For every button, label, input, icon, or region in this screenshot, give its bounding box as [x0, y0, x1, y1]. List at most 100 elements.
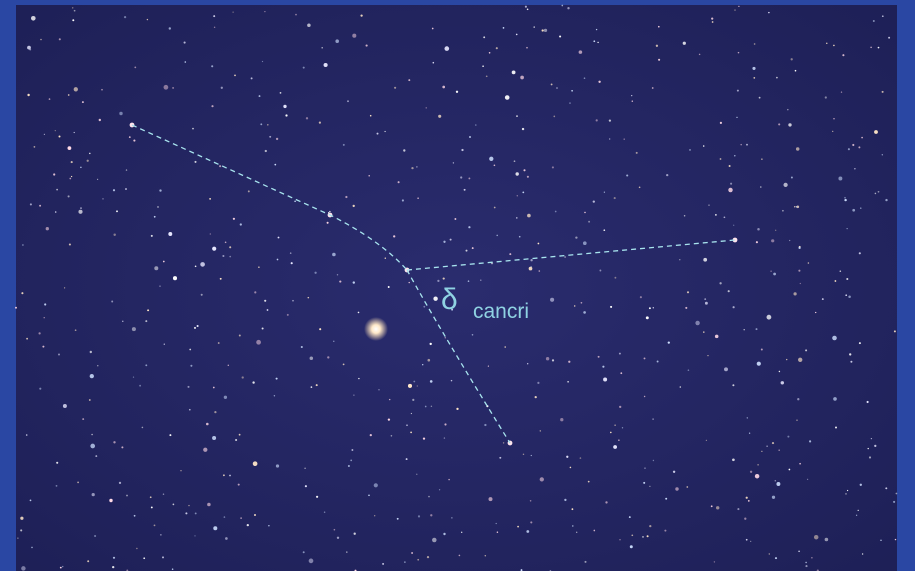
star	[644, 467, 645, 468]
star	[316, 384, 318, 386]
star	[757, 362, 761, 366]
star	[347, 100, 349, 102]
star	[523, 454, 524, 455]
star	[451, 517, 452, 518]
star	[712, 21, 714, 23]
star	[666, 174, 668, 176]
star	[575, 236, 577, 238]
star	[417, 385, 418, 386]
star	[267, 124, 269, 126]
star	[746, 497, 748, 499]
star	[504, 346, 506, 348]
star	[793, 292, 796, 295]
star	[214, 27, 215, 28]
star	[27, 46, 31, 50]
star	[239, 335, 241, 337]
star	[388, 418, 390, 420]
star	[768, 12, 769, 13]
star	[533, 26, 534, 27]
star	[620, 372, 622, 374]
star	[658, 26, 660, 28]
star	[746, 539, 748, 541]
star	[239, 434, 241, 436]
star	[862, 553, 863, 554]
star	[576, 532, 577, 533]
star	[537, 382, 539, 384]
star	[119, 482, 121, 484]
star	[92, 493, 95, 496]
star	[832, 336, 837, 341]
star	[579, 50, 583, 54]
star	[787, 109, 789, 111]
star	[333, 341, 334, 342]
star	[746, 144, 748, 146]
star	[724, 367, 728, 371]
star	[221, 87, 223, 89]
star	[207, 503, 211, 507]
star	[844, 199, 846, 201]
star	[277, 259, 279, 261]
star	[525, 6, 527, 8]
star	[220, 278, 222, 280]
star	[154, 216, 156, 218]
star	[384, 131, 385, 132]
star	[775, 230, 776, 231]
star	[649, 486, 650, 487]
star	[509, 253, 511, 255]
star	[294, 201, 296, 203]
star	[303, 551, 305, 553]
star	[756, 241, 758, 243]
star	[874, 445, 876, 447]
star	[733, 225, 734, 226]
star	[788, 123, 791, 126]
star	[531, 266, 532, 267]
star	[805, 565, 807, 567]
star	[197, 325, 199, 327]
star	[882, 91, 884, 93]
star	[397, 518, 399, 520]
star	[747, 417, 748, 418]
star	[44, 303, 46, 305]
star	[72, 19, 74, 21]
star	[324, 63, 328, 67]
star	[327, 222, 329, 224]
star	[619, 539, 620, 540]
star	[484, 424, 486, 426]
star	[610, 306, 612, 308]
star	[756, 328, 758, 330]
star	[614, 425, 615, 426]
star	[852, 144, 854, 146]
star	[526, 530, 529, 533]
star	[556, 87, 558, 89]
star	[139, 385, 141, 387]
star	[794, 206, 795, 207]
star	[185, 61, 187, 63]
star	[159, 189, 161, 191]
star	[610, 432, 612, 434]
star	[472, 247, 474, 249]
star	[154, 525, 156, 527]
star	[337, 274, 338, 275]
star	[423, 306, 425, 308]
star	[398, 181, 400, 183]
star	[321, 47, 323, 49]
star	[228, 365, 229, 366]
star	[126, 495, 128, 497]
star	[815, 312, 816, 313]
star	[527, 176, 529, 178]
star	[162, 556, 164, 558]
star	[190, 365, 192, 367]
star	[657, 361, 659, 363]
star	[358, 312, 360, 314]
star	[596, 29, 597, 30]
star	[769, 553, 770, 554]
star	[580, 457, 582, 459]
star	[20, 517, 23, 520]
star	[796, 147, 799, 150]
star	[583, 241, 587, 245]
star	[778, 123, 780, 125]
star	[885, 487, 887, 489]
star	[653, 307, 654, 308]
star	[427, 359, 430, 362]
star	[757, 464, 759, 466]
